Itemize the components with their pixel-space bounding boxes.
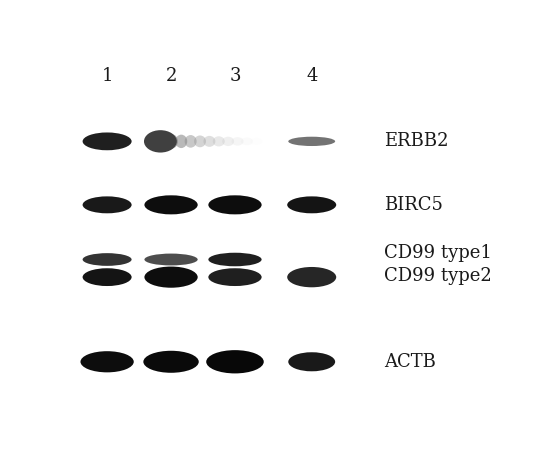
Text: 1: 1 [101, 67, 113, 85]
Ellipse shape [208, 253, 262, 266]
Ellipse shape [144, 351, 199, 373]
Ellipse shape [260, 138, 272, 144]
Ellipse shape [145, 267, 197, 288]
Text: ACTB: ACTB [384, 353, 436, 371]
Ellipse shape [232, 137, 244, 146]
Ellipse shape [166, 134, 178, 148]
Ellipse shape [82, 253, 131, 266]
Ellipse shape [145, 195, 197, 214]
Ellipse shape [287, 267, 336, 287]
Ellipse shape [287, 196, 336, 213]
Ellipse shape [288, 136, 335, 146]
Text: 4: 4 [306, 67, 317, 85]
Ellipse shape [204, 136, 216, 147]
Ellipse shape [82, 196, 131, 213]
Text: 2: 2 [166, 67, 177, 85]
Ellipse shape [82, 268, 131, 286]
Ellipse shape [194, 136, 206, 147]
Ellipse shape [250, 138, 262, 145]
Ellipse shape [82, 132, 131, 150]
Ellipse shape [213, 136, 225, 147]
Text: ERBB2: ERBB2 [384, 132, 449, 150]
Ellipse shape [145, 254, 197, 266]
Ellipse shape [288, 352, 335, 371]
Ellipse shape [80, 351, 134, 372]
Ellipse shape [175, 135, 187, 148]
Ellipse shape [206, 350, 264, 373]
Ellipse shape [144, 130, 177, 153]
Ellipse shape [241, 137, 253, 145]
Ellipse shape [185, 135, 196, 147]
Text: CD99 type1
CD99 type2: CD99 type1 CD99 type2 [384, 244, 492, 285]
Ellipse shape [208, 195, 262, 214]
Text: 3: 3 [229, 67, 241, 85]
Ellipse shape [222, 136, 234, 146]
Text: BIRC5: BIRC5 [384, 196, 443, 214]
Ellipse shape [208, 268, 262, 286]
